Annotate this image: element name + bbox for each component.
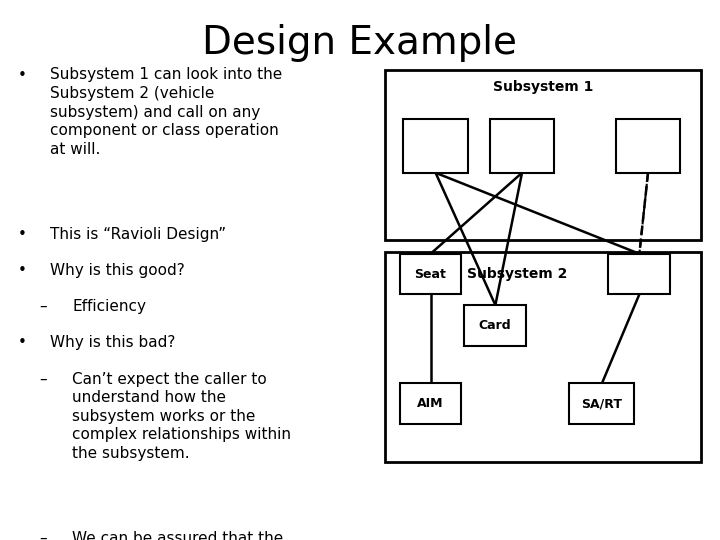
Text: This is “Ravioli Design”: This is “Ravioli Design” (50, 227, 227, 242)
Text: •: • (18, 68, 27, 83)
Text: •: • (18, 263, 27, 278)
Text: –: – (40, 372, 48, 387)
Bar (403, 119, 468, 173)
Text: –: – (40, 299, 48, 314)
Text: Efficiency: Efficiency (72, 299, 146, 314)
Text: Subsystem 2: Subsystem 2 (467, 267, 568, 281)
Text: We can be assured that the
subsystem will be misused,
leading to non-portable co: We can be assured that the subsystem wil… (72, 531, 294, 540)
Text: •: • (18, 227, 27, 242)
Text: –: – (40, 531, 48, 540)
Bar (400, 254, 461, 294)
Text: SA/RT: SA/RT (581, 397, 621, 410)
Text: Subsystem 1 can look into the
Subsystem 2 (vehicle
subsystem) and call on any
co: Subsystem 1 can look into the Subsystem … (50, 68, 283, 157)
Text: Why is this good?: Why is this good? (50, 263, 185, 278)
Bar (400, 383, 461, 424)
Text: Can’t expect the caller to
understand how the
subsystem works or the
complex rel: Can’t expect the caller to understand ho… (72, 372, 291, 461)
Text: Why is this bad?: Why is this bad? (50, 335, 176, 350)
Text: Seat: Seat (414, 267, 446, 281)
Text: Design Example: Design Example (202, 24, 518, 62)
Bar (464, 305, 526, 346)
Bar (608, 254, 670, 294)
Text: AIM: AIM (417, 397, 444, 410)
Bar (385, 70, 701, 240)
Bar (490, 119, 554, 173)
Text: Card: Card (479, 319, 511, 332)
Bar (385, 252, 701, 462)
Text: Subsystem 1: Subsystem 1 (492, 80, 593, 94)
Bar (569, 383, 634, 424)
Text: •: • (18, 335, 27, 350)
Bar (616, 119, 680, 173)
